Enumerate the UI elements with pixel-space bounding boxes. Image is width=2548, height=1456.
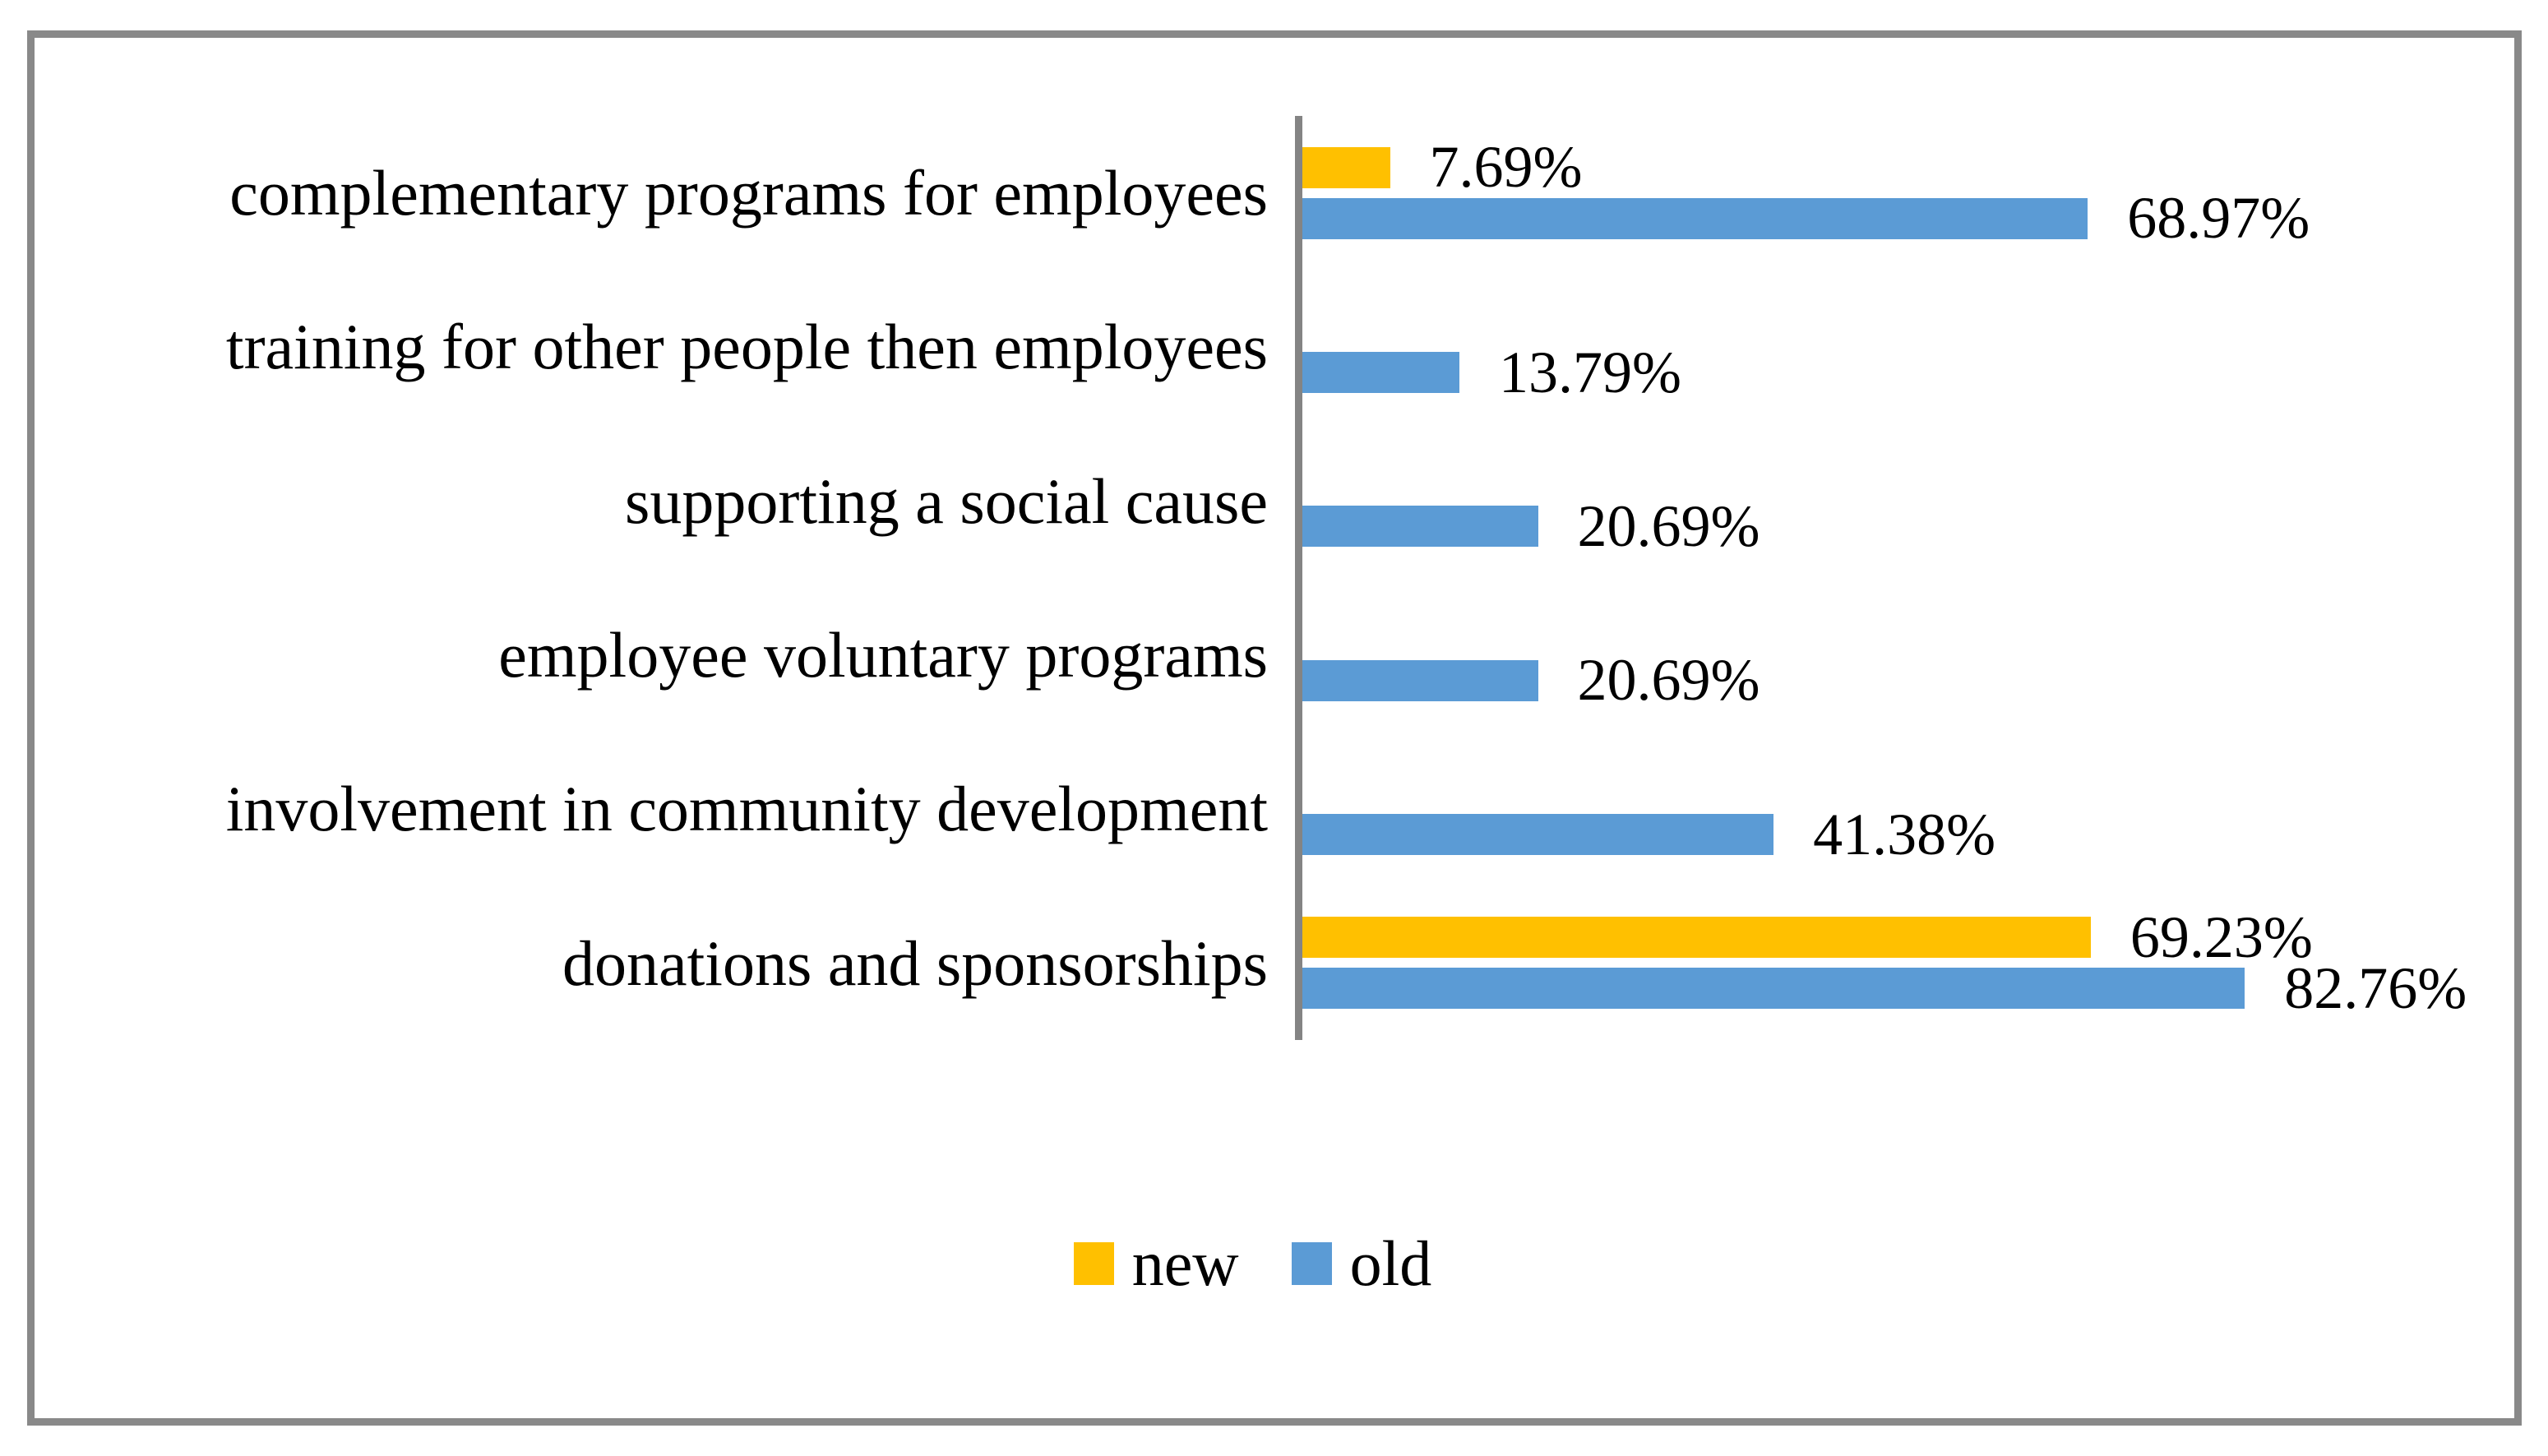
bar-old-1 [1302,352,1459,393]
legend-label-old: old [1349,1227,1432,1299]
legend-label-new: new [1131,1227,1239,1299]
value-label-old-2: 20.69% [1577,492,1760,559]
legend: new old [0,1227,2527,1299]
category-label-3: employee voluntary programs [498,618,1268,691]
category-label-1: training for other people then employees [225,311,1268,383]
chart-frame-border [27,30,2522,1426]
value-label-new-0: 7.69% [1429,134,1583,201]
value-label-old-3: 20.69% [1577,647,1760,714]
bar-old-4 [1302,814,1774,855]
value-label-old-4: 41.38% [1813,801,1996,867]
category-label-5: donations and sponsorships [562,927,1268,999]
legend-swatch-old [1291,1242,1332,1285]
bar-new-5 [1302,917,2091,959]
bar-old-5 [1302,968,2245,1010]
category-label-0: complementary programs for employees [229,156,1268,229]
legend-swatch-new [1073,1242,1114,1285]
value-label-old-0: 68.97% [2127,185,2310,252]
value-label-old-1: 13.79% [1498,339,1681,405]
value-label-new-5: 69.23% [2129,904,2313,970]
bar-old-2 [1302,506,1538,548]
legend-item-old: old [1291,1227,1432,1299]
legend-item-new: new [1073,1227,1239,1299]
bar-old-3 [1302,659,1538,701]
category-label-4: involvement in community development [225,773,1268,845]
bar-old-0 [1302,197,2088,239]
bar-new-0 [1302,146,1390,188]
category-label-2: supporting a social cause [625,465,1268,537]
value-label-old-5: 82.76% [2284,954,2467,1021]
category-axis-line [1295,116,1302,1040]
